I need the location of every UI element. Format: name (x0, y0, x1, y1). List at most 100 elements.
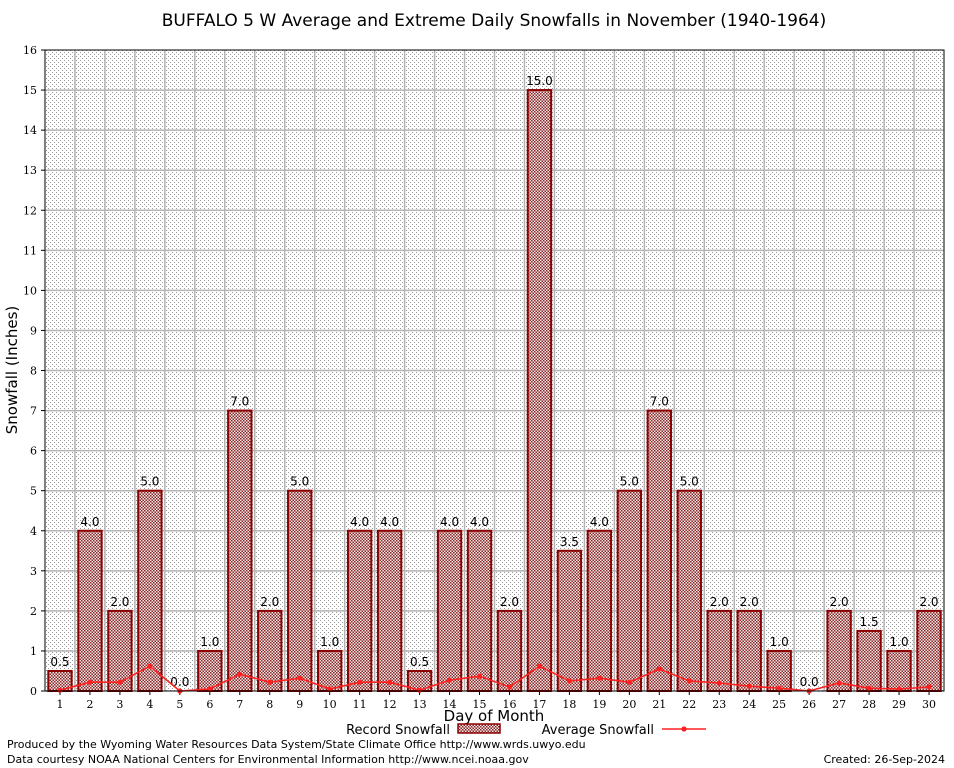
average-point (506, 684, 513, 690)
x-tick-label: 30 (922, 698, 936, 711)
legend-average-marker (681, 726, 687, 732)
bar-value-label: 2.0 (110, 595, 129, 609)
average-point (387, 679, 393, 685)
footer-created: Created: 26-Sep-2024 (824, 753, 945, 766)
x-tick-label: 2 (86, 698, 93, 711)
x-tick-label: 24 (742, 698, 756, 711)
record-bar (916, 609, 942, 692)
x-tick-label: 22 (682, 698, 696, 711)
record-bar (766, 649, 792, 692)
record-bar (616, 489, 643, 692)
x-tick-label: 8 (266, 698, 273, 711)
average-point (57, 687, 63, 693)
x-tick-label: 3 (116, 698, 123, 711)
record-bar (676, 489, 702, 692)
record-bar (466, 529, 493, 692)
y-tick-label: 16 (23, 44, 37, 57)
record-bar (257, 609, 283, 692)
average-point (117, 679, 123, 685)
y-tick-label: 7 (30, 405, 37, 418)
y-tick-label: 14 (23, 124, 37, 137)
average-snowfall-line (57, 663, 932, 694)
record-bar (227, 409, 253, 692)
plot-border (44, 49, 945, 692)
record-bar (77, 529, 103, 692)
bar-value-label: 2.0 (919, 595, 938, 609)
average-line-path (59, 665, 930, 692)
y-tick-label: 6 (30, 445, 37, 458)
average-point (207, 686, 213, 692)
footer-producer: Produced by the Wyoming Water Resources … (7, 738, 586, 751)
bar-value-label: 4.0 (80, 515, 99, 529)
bar-value-label: 1.0 (770, 635, 789, 649)
bar-value-label: 1.5 (860, 615, 879, 629)
x-tick-label: 23 (712, 698, 726, 711)
bar-value-label: 0.0 (800, 675, 819, 689)
record-bar (856, 629, 882, 692)
bar-value-label: 4.0 (470, 515, 489, 529)
record-bar (556, 549, 583, 692)
record-bar (736, 609, 762, 692)
average-point (836, 680, 842, 686)
x-tick-label: 28 (862, 698, 876, 711)
legend-average-label: Average Snowfall (542, 723, 654, 738)
x-tick-label: 19 (592, 698, 606, 711)
average-point (776, 685, 782, 691)
x-axis-title: Day of Month (444, 707, 545, 725)
y-tick-label: 15 (23, 84, 37, 97)
record-bar (316, 649, 343, 692)
x-tick-label: 26 (802, 698, 816, 711)
y-tick-label: 1 (30, 645, 37, 658)
x-tick-label: 6 (206, 698, 213, 711)
legend: Record Snowfall Average Snowfall (346, 723, 706, 738)
bar-value-label: 5.0 (680, 475, 699, 489)
average-point (297, 675, 303, 681)
average-point (476, 673, 483, 679)
bar-value-label: 0.5 (50, 655, 69, 669)
record-bar (826, 609, 852, 692)
y-tick-label: 11 (23, 244, 37, 257)
record-bar (586, 529, 613, 692)
average-point (926, 684, 932, 690)
y-tick-label: 4 (30, 525, 37, 538)
record-bar (346, 529, 373, 692)
legend-record-swatch (457, 723, 501, 734)
x-tick-label: 4 (146, 698, 153, 711)
bar-value-label: 2.0 (830, 595, 849, 609)
x-tick-label: 21 (652, 698, 666, 711)
bar-value-label: 1.0 (320, 635, 339, 649)
record-bar (706, 609, 732, 692)
footer-source: Data courtesy NOAA National Centers for … (7, 753, 529, 766)
x-tick-label: 12 (383, 698, 397, 711)
bar-value-label: 0.0 (170, 675, 189, 689)
record-bar (496, 609, 523, 692)
y-axis-title: Snowfall (Inches) (3, 306, 21, 434)
average-point (357, 679, 363, 685)
bar-value-label: 5.0 (290, 475, 309, 489)
average-point (147, 663, 153, 669)
record-bar (287, 489, 313, 692)
bar-value-label: 1.0 (200, 635, 219, 649)
x-tick-label: 17 (532, 698, 546, 711)
chart-title: BUFFALO 5 W Average and Extreme Daily Sn… (162, 11, 826, 31)
average-point (566, 678, 573, 684)
bar-value-label: 0.5 (410, 655, 429, 669)
y-tick-label: 5 (30, 485, 37, 498)
y-tick-label: 8 (30, 365, 37, 378)
y-tick-label: 12 (23, 204, 37, 217)
average-point (87, 679, 93, 685)
average-point (327, 686, 333, 692)
bar-value-label: 7.0 (650, 395, 669, 409)
average-point (866, 685, 872, 691)
average-point (686, 678, 692, 684)
average-point (416, 687, 423, 693)
bar-value-label: 15.0 (526, 74, 553, 88)
x-tick-label: 18 (562, 698, 576, 711)
bar-value-label: 7.0 (230, 395, 249, 409)
average-point (656, 666, 662, 672)
x-tick-label: 27 (832, 698, 846, 711)
average-point (267, 679, 273, 685)
